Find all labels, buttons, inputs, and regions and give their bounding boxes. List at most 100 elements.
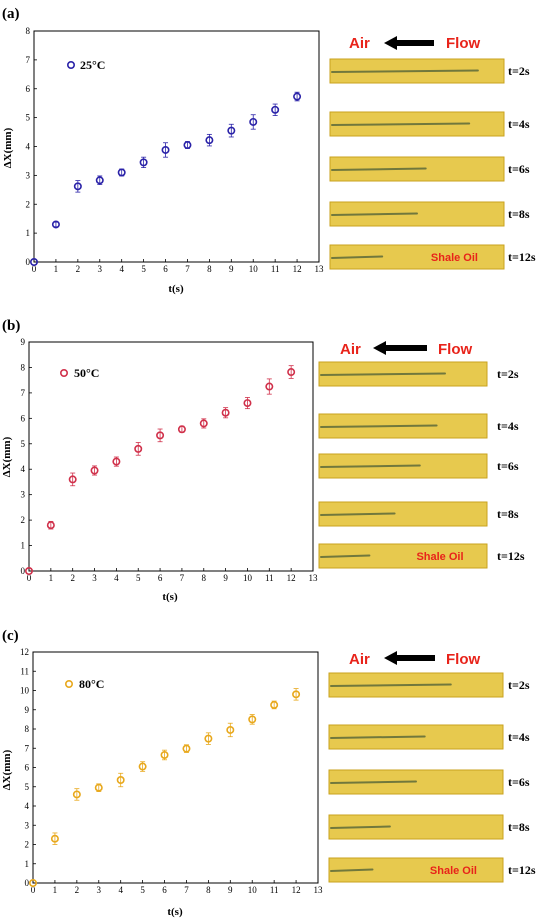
oil-thread xyxy=(320,464,421,468)
data-point xyxy=(160,750,169,759)
frame-time-label: t=6s xyxy=(497,459,519,473)
photo-panel-b: Air Flow t=2s t=4s t=6s t=8s t=12s Shale Oil xyxy=(318,341,525,569)
data-point xyxy=(51,220,60,229)
data-point xyxy=(72,790,81,799)
x-tick-label: 0 xyxy=(32,264,37,274)
flow-arrow-head xyxy=(384,36,397,50)
photo-panel-a: Air Flow t=2s t=4s t=6s t=8s t=12s Shale Oil xyxy=(329,35,536,270)
y-tick-label: 6 xyxy=(25,763,30,773)
frame-time-label: t=4s xyxy=(497,419,519,433)
oil-thread xyxy=(331,212,418,216)
y-tick-label: 0 xyxy=(21,566,26,576)
data-point xyxy=(204,734,213,743)
data-point xyxy=(287,368,296,377)
oil-thread xyxy=(330,780,417,784)
x-axis-title-b: t(s) xyxy=(162,591,178,603)
x-tick-label: 7 xyxy=(184,885,189,895)
flow-arrow-head xyxy=(373,341,386,355)
x-tick-label: 8 xyxy=(206,885,211,895)
oil-thread xyxy=(320,372,446,376)
shale-oil-label: Shale Oil xyxy=(416,551,463,563)
panel-label-b: (b) xyxy=(2,318,20,334)
x-tick-label: 4 xyxy=(114,573,119,583)
frame-time-label: t=2s xyxy=(508,64,530,78)
oil-thread xyxy=(320,554,371,558)
y-tick-label: 12 xyxy=(20,647,29,657)
data-point xyxy=(182,744,191,753)
x-tick-label: 7 xyxy=(180,573,185,583)
x-tick-label: 11 xyxy=(271,264,280,274)
x-tick-label: 8 xyxy=(202,573,207,583)
y-tick-label: 0 xyxy=(26,257,31,267)
data-point xyxy=(293,92,302,101)
frame-time-label: t=2s xyxy=(497,367,519,381)
y-tick-label: 11 xyxy=(20,666,29,676)
data-point xyxy=(226,725,235,734)
frame-time-label: t=6s xyxy=(508,162,530,176)
legend-marker xyxy=(59,368,68,377)
data-point xyxy=(46,521,55,530)
oil-thread xyxy=(330,683,452,687)
y-tick-label: 2 xyxy=(26,199,31,209)
y-tick-label: 7 xyxy=(25,743,30,753)
legend-label-b: 50°C xyxy=(74,366,99,380)
y-tick-label: 3 xyxy=(25,820,30,830)
x-tick-label: 2 xyxy=(75,885,80,895)
x-tick-label: 13 xyxy=(314,885,324,895)
data-point xyxy=(292,690,301,699)
y-tick-label: 9 xyxy=(21,337,26,347)
data-point xyxy=(28,878,37,887)
legend-label-c: 80°C xyxy=(79,677,104,691)
frame-time-label: t=4s xyxy=(508,730,530,744)
air-label-b: Air xyxy=(340,341,361,358)
frame-time-label: t=8s xyxy=(508,207,530,221)
data-point xyxy=(156,431,165,440)
data-point xyxy=(116,776,125,785)
x-tick-label: 1 xyxy=(49,573,54,583)
oil-thread xyxy=(331,167,427,171)
y-tick-label: 2 xyxy=(25,840,30,850)
y-tick-label: 0 xyxy=(25,878,30,888)
frame-time-label: t=4s xyxy=(508,117,530,131)
y-tick-label: 10 xyxy=(20,686,30,696)
data-point xyxy=(29,257,38,266)
oil-thread xyxy=(331,122,471,126)
x-tick-label: 11 xyxy=(265,573,274,583)
data-point xyxy=(138,762,147,771)
data-point xyxy=(248,715,257,724)
x-tick-label: 9 xyxy=(223,573,228,583)
x-tick-label: 4 xyxy=(118,885,123,895)
y-axis-title-b: ΔX(mm) xyxy=(1,436,13,477)
x-tick-label: 13 xyxy=(309,573,319,583)
y-tick-label: 5 xyxy=(26,113,31,123)
x-tick-label: 2 xyxy=(76,264,81,274)
y-axis-title-a: ΔX(mm) xyxy=(2,127,14,168)
frame-time-label: t=8s xyxy=(497,507,519,521)
data-point xyxy=(24,566,33,575)
x-tick-label: 13 xyxy=(315,264,325,274)
data-point xyxy=(199,419,208,428)
oil-thread xyxy=(331,255,384,259)
x-tick-label: 8 xyxy=(207,264,212,274)
frame-time-label: t=12s xyxy=(508,863,536,877)
x-tick-label: 7 xyxy=(185,264,190,274)
oil-thread xyxy=(330,868,374,872)
y-tick-label: 4 xyxy=(25,801,30,811)
x-tick-label: 6 xyxy=(158,573,163,583)
legend-marker xyxy=(65,679,74,688)
y-tick-label: 6 xyxy=(26,84,31,94)
oil-thread xyxy=(320,512,396,516)
x-tick-label: 3 xyxy=(92,573,97,583)
oil-thread xyxy=(330,735,426,739)
data-point xyxy=(50,834,59,843)
y-tick-label: 4 xyxy=(21,464,26,474)
frame-time-label: t=6s xyxy=(508,775,530,789)
chart-c: 80°C t(s) ΔX(mm) 0 1 2 3 4 5 6 7 8 9 10 11 12 1301234… xyxy=(1,647,323,918)
plot-frame xyxy=(32,651,319,884)
y-tick-label: 8 xyxy=(25,724,30,734)
panel-label-c: (c) xyxy=(2,628,19,644)
y-tick-label: 5 xyxy=(25,782,30,792)
frame-time-label: t=12s xyxy=(508,250,536,264)
data-point xyxy=(94,783,103,792)
